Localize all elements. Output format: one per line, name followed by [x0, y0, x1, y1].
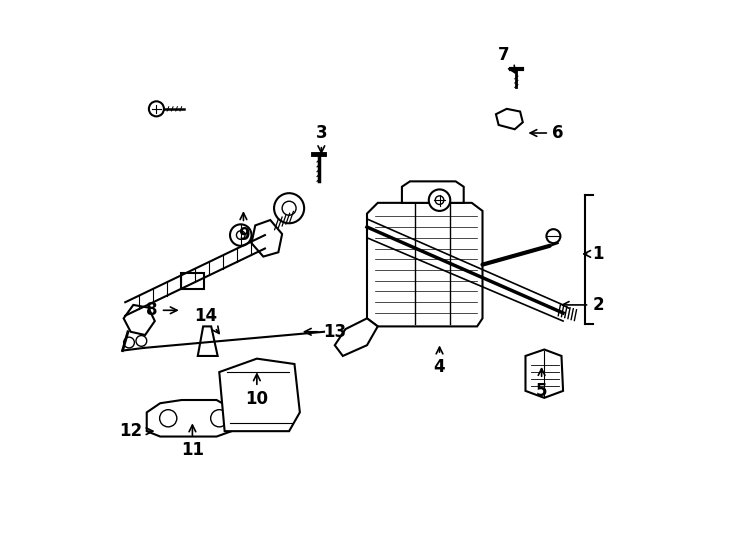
Text: 7: 7	[498, 46, 515, 73]
Text: 1: 1	[584, 245, 604, 263]
Polygon shape	[252, 220, 282, 256]
Text: 6: 6	[530, 124, 564, 142]
Circle shape	[282, 201, 296, 215]
Text: 13: 13	[305, 323, 346, 341]
Circle shape	[159, 410, 177, 427]
Circle shape	[546, 229, 560, 243]
Text: 4: 4	[434, 347, 446, 376]
Text: 11: 11	[181, 425, 204, 459]
Text: 12: 12	[119, 422, 153, 440]
Text: 14: 14	[195, 307, 219, 333]
Text: 9: 9	[238, 213, 250, 244]
Text: 8: 8	[146, 301, 177, 319]
Text: 5: 5	[536, 369, 548, 400]
Polygon shape	[147, 400, 236, 436]
Circle shape	[149, 102, 164, 116]
Circle shape	[211, 410, 228, 427]
Polygon shape	[335, 319, 378, 356]
Polygon shape	[219, 359, 300, 431]
Polygon shape	[123, 305, 155, 335]
Circle shape	[274, 193, 304, 223]
Circle shape	[230, 224, 252, 246]
Polygon shape	[197, 326, 218, 356]
Polygon shape	[496, 109, 523, 129]
Text: 3: 3	[316, 124, 327, 152]
Polygon shape	[181, 273, 204, 289]
Text: 2: 2	[562, 296, 604, 314]
Text: 10: 10	[245, 374, 269, 408]
Polygon shape	[367, 203, 482, 326]
Polygon shape	[526, 349, 563, 398]
Polygon shape	[402, 181, 464, 203]
Circle shape	[429, 190, 450, 211]
